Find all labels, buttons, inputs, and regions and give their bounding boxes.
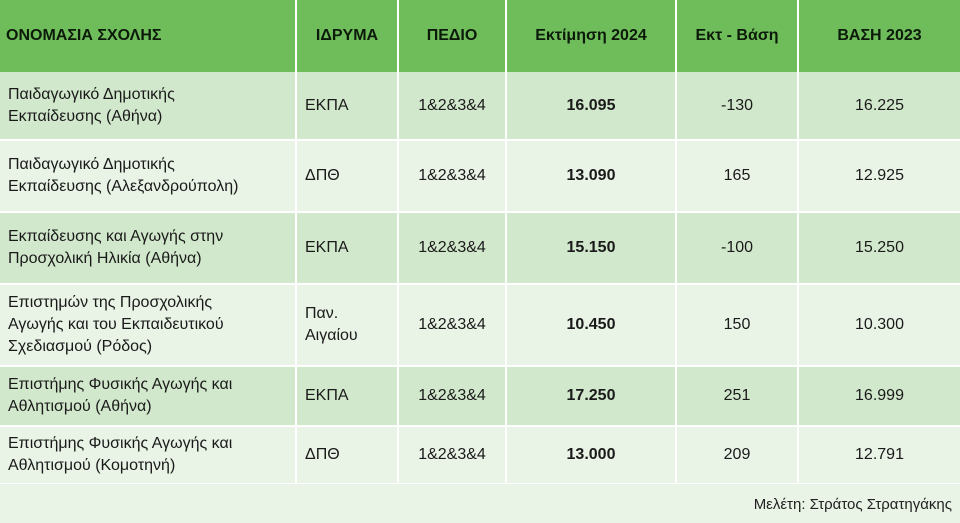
table-row: Επιστημών της Προσχολικής Αγωγής και του… [0,284,960,367]
header-school-name: ΟΝΟΜΑΣΙΑ ΣΧΟΛΗΣ [0,0,297,72]
difference-cell: 150 [676,284,799,367]
estimate-cell: 13.090 [506,140,677,213]
institution-cell: ΔΠΘ [296,426,399,485]
institution-line: Αιγαίου [305,327,358,344]
schools-table: ΟΝΟΜΑΣΙΑ ΣΧΟΛΗΣ ΙΔΡΥΜΑ ΠΕΔΙΟ Εκτίμηση 20… [0,0,960,485]
school-name-line: Επιστήμης Φυσικής Αγωγής και [8,435,233,452]
table-row: Εκπαίδευσης και Αγωγής στην Προσχολική Η… [0,212,960,285]
field-cell: 1&2&3&4 [398,140,507,213]
base-cell: 16.999 [798,366,960,427]
header-field: ΠΕΔΙΟ [398,0,507,72]
base-cell: 10.300 [798,284,960,367]
institution-cell: ΕΚΠΑ [296,72,399,141]
field-cell: 1&2&3&4 [398,212,507,285]
estimate-cell: 13.000 [506,426,677,485]
field-cell: 1&2&3&4 [398,426,507,485]
school-name-line: Εκπαίδευσης και Αγωγής στην [8,228,224,245]
school-name-line: Αθλητισμού (Αθήνα) [8,398,152,415]
school-name-line: Αγωγής και του Εκπαιδευτικού [8,316,224,333]
difference-cell: -100 [676,212,799,285]
difference-cell: 209 [676,426,799,485]
institution-line: Παν. [305,305,339,322]
header-estimate-2024: Εκτίμηση 2024 [506,0,677,72]
difference-cell: -130 [676,72,799,141]
institution-cell: Παν. Αιγαίου [296,284,399,367]
field-cell: 1&2&3&4 [398,366,507,427]
base-cell: 12.925 [798,140,960,213]
school-name-line: Αθλητισμού (Κομοτηνή) [8,457,176,474]
estimate-cell: 17.250 [506,366,677,427]
table-row: Παιδαγωγικό Δημοτικής Εκπαίδευσης (Αθήνα… [0,72,960,141]
institution-cell: ΕΚΠΑ [296,366,399,427]
field-cell: 1&2&3&4 [398,284,507,367]
header-row: ΟΝΟΜΑΣΙΑ ΣΧΟΛΗΣ ΙΔΡΥΜΑ ΠΕΔΙΟ Εκτίμηση 20… [0,0,960,72]
footer-bar: Μελέτη: Στράτος Στρατηγάκης [0,484,960,523]
field-cell: 1&2&3&4 [398,72,507,141]
institution-cell: ΔΠΘ [296,140,399,213]
school-name-cell: Επιστημών της Προσχολικής Αγωγής και του… [0,284,297,367]
institution-line: ΕΚΠΑ [305,239,349,256]
header-institution: ΙΔΡΥΜΑ [296,0,399,72]
school-name-line: Παιδαγωγικό Δημοτικής [8,85,175,103]
difference-cell: 251 [676,366,799,427]
header-base-2023: ΒΑΣΗ 2023 [798,0,960,72]
school-name-line: Επιστήμης Φυσικής Αγωγής και [8,376,233,393]
base-cell: 16.225 [798,72,960,141]
school-name-line: Παιδαγωγικό Δημοτικής [8,156,175,173]
school-name-cell: Επιστήμης Φυσικής Αγωγής και Αθλητισμού … [0,366,297,427]
institution-line: ΕΚΠΑ [305,96,349,114]
table-row: Επιστήμης Φυσικής Αγωγής και Αθλητισμού … [0,426,960,485]
school-name-line: Προσχολική Ηλικία (Αθήνα) [8,250,202,267]
base-cell: 15.250 [798,212,960,285]
base-cell: 12.791 [798,426,960,485]
school-name-line: Σχεδιασμού (Ρόδος) [8,338,153,355]
institution-cell: ΕΚΠΑ [296,212,399,285]
school-name-line: Εκπαίδευσης (Αλεξανδρούπολη) [8,178,239,195]
estimate-cell: 15.150 [506,212,677,285]
estimate-cell: 16.095 [506,72,677,141]
table-row: Παιδαγωγικό Δημοτικής Εκπαίδευσης (Αλεξα… [0,140,960,213]
school-name-line: Επιστημών της Προσχολικής [8,294,213,311]
institution-line: ΕΚΠΑ [305,387,349,404]
school-name-cell: Επιστήμης Φυσικής Αγωγής και Αθλητισμού … [0,426,297,485]
study-credit: Μελέτη: Στράτος Στρατηγάκης [753,496,952,513]
school-name-cell: Παιδαγωγικό Δημοτικής Εκπαίδευσης (Αθήνα… [0,72,297,141]
institution-line: ΔΠΘ [305,446,340,463]
difference-cell: 165 [676,140,799,213]
school-name-cell: Εκπαίδευσης και Αγωγής στην Προσχολική Η… [0,212,297,285]
header-difference: Εκτ - Βάση [676,0,799,72]
school-name-line: Εκπαίδευσης (Αθήνα) [8,107,163,125]
institution-line: ΔΠΘ [305,167,340,184]
table-row: Επιστήμης Φυσικής Αγωγής και Αθλητισμού … [0,366,960,427]
school-name-cell: Παιδαγωγικό Δημοτικής Εκπαίδευσης (Αλεξα… [0,140,297,213]
estimate-cell: 10.450 [506,284,677,367]
